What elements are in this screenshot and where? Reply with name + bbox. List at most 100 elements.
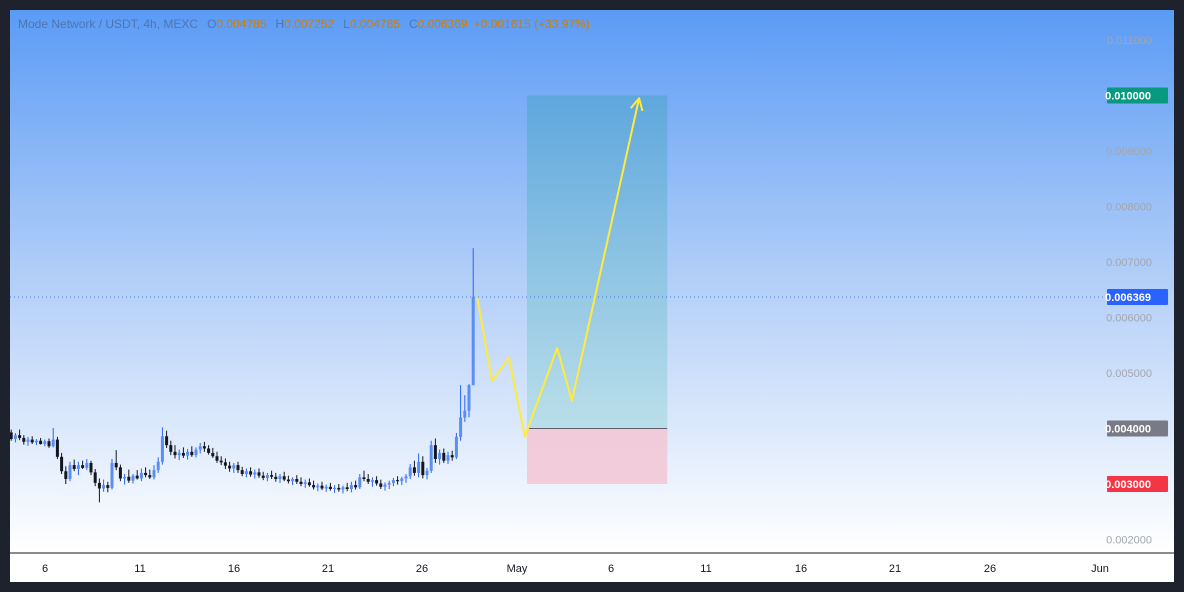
candle-body — [55, 439, 59, 457]
target-price-label: 0.010000 — [1105, 91, 1151, 103]
candle-body — [207, 448, 211, 453]
candle-body — [43, 441, 47, 445]
candle-body — [51, 439, 55, 447]
symbol-legend[interactable]: Mode Network / USDT, 4h, MEXC O 0.004785… — [18, 17, 590, 31]
price-axis[interactable]: 0.011000 0.009000 0.008000 0.007000 0.006000… — [1105, 35, 1168, 547]
candle-body — [60, 456, 64, 472]
stop-price-label-box[interactable] — [1107, 476, 1168, 492]
candle-body — [148, 475, 152, 478]
high-label: H — [275, 17, 285, 31]
forecast-path[interactable] — [476, 97, 644, 438]
x-tick-label: May — [507, 563, 528, 575]
candle-body — [30, 439, 34, 443]
candle-body — [324, 486, 328, 489]
candle-body — [173, 451, 177, 456]
close-value: 0.006369 — [417, 17, 468, 31]
candle-body — [249, 471, 253, 475]
y-tick-label: 0.011000 — [1107, 35, 1152, 47]
candle-body — [471, 296, 475, 386]
candle-body — [177, 452, 181, 456]
loss-zone[interactable] — [526, 428, 668, 485]
long-position-tool[interactable] — [10, 95, 1105, 485]
candle-body — [454, 436, 458, 458]
candle-body — [467, 385, 471, 411]
candle-body — [291, 479, 295, 482]
candle-body — [375, 480, 379, 484]
candle-body — [68, 465, 72, 480]
candle-body — [345, 487, 349, 489]
y-tick-label: 0.005000 — [1106, 368, 1152, 380]
symbol-title: Mode Network / USDT, 4h, MEXC — [18, 17, 199, 31]
entry-price-label-box[interactable] — [1107, 420, 1168, 437]
candle-body — [223, 462, 227, 466]
candle-body — [442, 452, 446, 461]
candle-body — [463, 410, 467, 418]
candle-body — [282, 476, 286, 480]
candle-body — [370, 480, 374, 482]
open-value: 0.004785 — [216, 17, 267, 31]
candle-body — [328, 486, 332, 489]
candle-body — [459, 417, 463, 437]
chart-panel[interactable]: 0.011000 0.009000 0.008000 0.007000 0.006000… — [10, 10, 1174, 582]
y-tick-label: 0.009000 — [1106, 146, 1152, 158]
candle-body — [299, 481, 303, 484]
candle-body — [236, 465, 240, 471]
candle-body — [76, 465, 80, 470]
candle-body — [261, 475, 265, 478]
candle-body — [412, 467, 416, 473]
candle-body — [433, 445, 437, 460]
candle-body — [366, 479, 370, 482]
target-price-label-box[interactable] — [1107, 87, 1168, 104]
time-axis[interactable]: 6 11 16 21 26 May 6 11 16 21 26 Jun — [42, 563, 1109, 575]
candle-body — [408, 467, 412, 477]
candle-body — [181, 452, 185, 456]
candle-body — [341, 487, 345, 490]
x-tick-label: Jun — [1091, 563, 1109, 575]
x-tick-label: 21 — [889, 563, 901, 575]
candle-body — [152, 470, 156, 478]
candle-body — [118, 467, 122, 479]
candle-body — [257, 472, 261, 476]
candle-body — [337, 487, 341, 490]
x-tick-label: 26 — [416, 563, 428, 575]
candle-body — [400, 478, 404, 482]
candle-body — [396, 480, 400, 482]
profit-zone[interactable] — [526, 95, 668, 429]
candle-body — [316, 485, 320, 488]
candle-body — [379, 483, 383, 487]
candle-body — [160, 436, 164, 462]
forecast-line[interactable] — [476, 98, 641, 438]
candle-body — [211, 452, 215, 457]
candle-body — [202, 446, 206, 449]
forecast-arrowhead — [629, 97, 644, 112]
price-chart[interactable]: 0.011000 0.009000 0.008000 0.007000 0.006000… — [10, 10, 1174, 582]
candle-body — [34, 440, 38, 443]
low-label: L — [343, 17, 350, 31]
candle-body — [26, 439, 30, 442]
high-value: 0.007252 — [284, 17, 335, 31]
low-value: 0.004785 — [349, 17, 400, 31]
y-tick-label: 0.007000 — [1106, 257, 1152, 269]
candle-body — [89, 462, 93, 473]
candle-body — [312, 485, 316, 488]
candle-body — [97, 482, 101, 489]
x-tick-label: 16 — [228, 563, 240, 575]
x-tick-label: 21 — [322, 563, 334, 575]
stop-price-label: 0.003000 — [1105, 479, 1151, 491]
candle-body — [219, 460, 223, 463]
candle-body — [270, 475, 274, 477]
y-tick-label: 0.006000 — [1106, 313, 1152, 325]
candle-body — [198, 446, 202, 450]
candle-body — [131, 475, 135, 481]
candle-body — [102, 485, 106, 489]
candle-body — [387, 482, 391, 485]
candle-body — [333, 487, 337, 489]
x-tick-label: 11 — [134, 563, 145, 575]
candle-body — [123, 476, 127, 479]
last-price-label-box[interactable] — [1107, 289, 1168, 306]
candle-body — [417, 461, 421, 473]
candle-body — [186, 451, 190, 456]
last-price-label: 0.006369 — [1105, 292, 1151, 304]
candle-body — [404, 476, 408, 479]
candle-body — [265, 475, 269, 478]
